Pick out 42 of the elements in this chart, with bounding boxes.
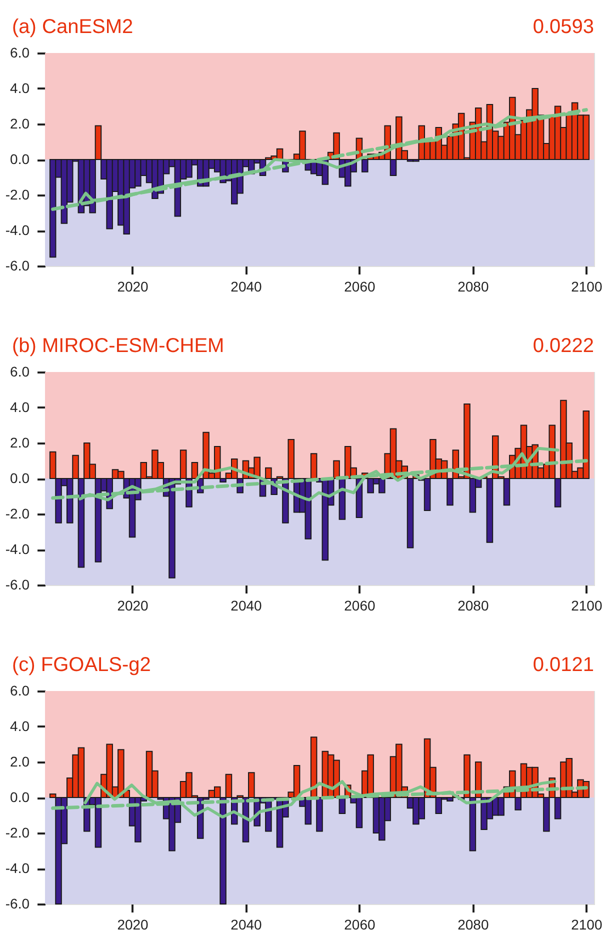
y-tick-label: 0.0 [10, 470, 30, 486]
y-tick-label: -2.0 [5, 506, 30, 522]
text: 0.0121 [532, 654, 594, 676]
x-tick-label: 2060 [344, 278, 376, 294]
y-tick-label: 2.0 [10, 116, 30, 132]
y-tick-label: 0.0 [10, 789, 30, 805]
y-tick-label: 4.0 [10, 80, 30, 96]
x-tick-label: 2080 [458, 916, 489, 932]
x-tick-label: 2060 [344, 598, 376, 614]
x-tick-label: 2100 [571, 916, 602, 932]
y-tick-label: -6.0 [5, 576, 30, 592]
y-tick-label: -2.0 [5, 186, 30, 202]
text: 0.0222 [532, 335, 594, 357]
y-tick-label: 6.0 [10, 682, 30, 698]
y-tick-label: -4.0 [5, 541, 30, 557]
text: 0.0593 [532, 16, 594, 38]
x-tick-label: 2040 [230, 916, 262, 932]
y-tick-label: 6.0 [10, 44, 30, 60]
x-tick-label: 2060 [344, 916, 376, 932]
chart-title: (a) CanESM2 [12, 16, 134, 38]
y-tick-label: -4.0 [5, 860, 30, 876]
chart-title: (b) MIROC-ESM-CHEM [12, 335, 224, 357]
y-tick-label: 0.0 [10, 151, 30, 167]
y-tick-label: -6.0 [5, 258, 30, 274]
y-tick-label: -6.0 [5, 896, 30, 912]
y-tick-label: 2.0 [10, 754, 30, 770]
y-tick-label: -4.0 [5, 222, 30, 238]
x-tick-label: 2020 [117, 598, 149, 614]
x-tick-label: 2040 [230, 598, 262, 614]
y-tick-label: 2.0 [10, 434, 30, 450]
x-tick-label: 2080 [458, 598, 489, 614]
y-tick-label: -2.0 [5, 824, 30, 840]
chart-title: (c) FGOALS-g2 [12, 654, 151, 676]
x-tick-label: 2100 [571, 598, 602, 614]
x-tick-label: 2100 [571, 278, 602, 294]
y-tick-label: 6.0 [10, 364, 30, 380]
x-tick-label: 2020 [117, 278, 149, 294]
x-tick-label: 2020 [117, 916, 149, 932]
y-tick-label: 4.0 [10, 399, 30, 415]
y-tick-label: 4.0 [10, 718, 30, 734]
x-tick-label: 2080 [458, 278, 489, 294]
x-tick-label: 2040 [230, 278, 262, 294]
